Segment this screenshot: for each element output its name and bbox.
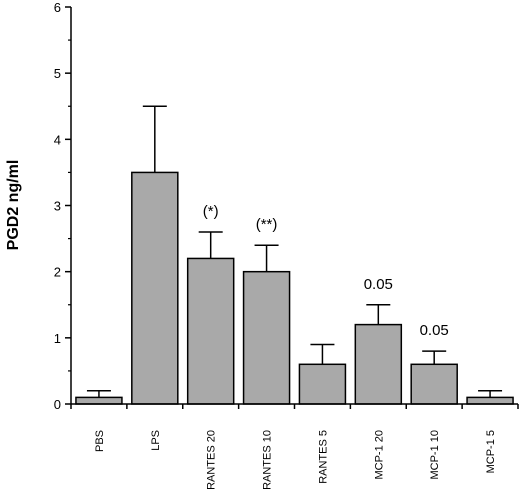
error-bars-layer — [86, 105, 503, 398]
category-labels-layer: PBS LPS RANTES 20 RANTES 10 RANTES 5 MCP-1 20… — [94, 430, 497, 490]
category-label-4: RANTES 5 — [317, 430, 329, 484]
category-label-5: MCP-1 20 — [373, 430, 385, 480]
bar-4 — [298, 363, 347, 405]
category-label-1: LPS — [150, 430, 162, 451]
bar-1 — [131, 171, 179, 405]
y-tick-label-6: 6 — [54, 0, 61, 15]
bar-2 — [186, 257, 235, 405]
category-label-2: RANTES 20 — [206, 430, 218, 490]
y-tick-label-4: 4 — [54, 132, 61, 147]
y-tick-label-3: 3 — [54, 199, 61, 214]
bar-6 — [410, 363, 458, 405]
annotation-2: (*) — [203, 203, 219, 220]
bar-3 — [242, 270, 291, 405]
y-tick-label-2: 2 — [54, 265, 61, 280]
annotation-3: (**) — [256, 216, 278, 233]
y-axis-label: PGD2 ng/ml — [5, 160, 22, 251]
y-tick-label-0: 0 — [54, 397, 61, 412]
category-label-0: PBS — [94, 430, 106, 452]
annotation-5: 0.05 — [364, 276, 393, 293]
category-label-7: MCP-1 5 — [485, 430, 497, 473]
category-label-6: MCP-1 10 — [429, 430, 441, 480]
bars-layer — [75, 171, 514, 405]
bar-7 — [466, 396, 514, 405]
y-tick-label-5: 5 — [54, 66, 61, 81]
bar-0 — [75, 396, 123, 405]
category-label-3: RANTES 10 — [262, 430, 274, 490]
y-tick-label-1: 1 — [54, 331, 61, 346]
annotations-layer: (*) (**) 0.05 0.05 — [203, 203, 449, 339]
axes-layer: 0 1 2 3 4 5 6 — [54, 0, 519, 412]
annotation-6: 0.05 — [420, 322, 449, 339]
bar-5 — [354, 323, 403, 405]
